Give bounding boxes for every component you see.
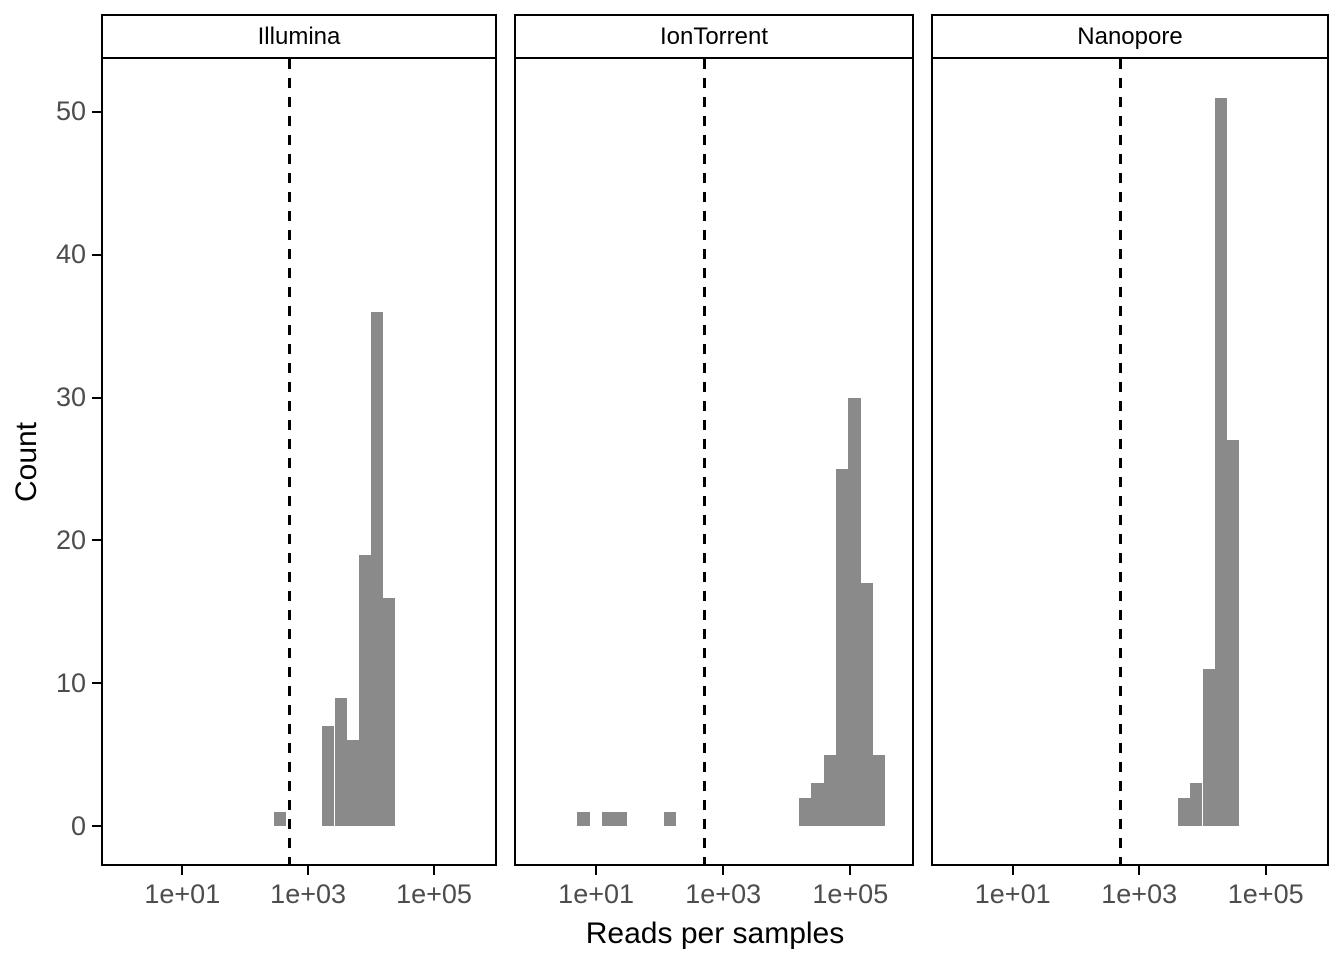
- histogram-bar: [358, 554, 372, 827]
- facet-strip-iontorrent: IonTorrent: [514, 14, 914, 59]
- histogram-bar: [334, 697, 347, 827]
- histogram-bar: [383, 597, 396, 827]
- x-axis-title: Reads per samples: [585, 917, 845, 950]
- facet-strip-label: Illumina: [257, 22, 341, 50]
- x-axis-tick-label: 1e+05: [812, 879, 889, 909]
- panel-illumina: [101, 57, 497, 866]
- facet-strip-nanopore: Nanopore: [931, 14, 1329, 59]
- histogram-bar: [371, 311, 384, 827]
- histogram-bar: [1202, 669, 1215, 827]
- y-axis-tick-label: 40: [55, 239, 86, 270]
- threshold-vline: [1118, 59, 1122, 864]
- y-axis-tick-label: 30: [55, 382, 86, 413]
- histogram-bar: [577, 811, 590, 827]
- histogram-bar: [1214, 97, 1227, 827]
- threshold-vline: [287, 59, 291, 864]
- facet-strip-label: Nanopore: [1077, 22, 1183, 50]
- x-axis-tick-label: 1e+03: [270, 879, 347, 909]
- histogram-bar: [823, 754, 837, 827]
- histogram-bar: [848, 397, 861, 827]
- histogram-bar: [1190, 783, 1203, 827]
- x-axis-tick: [181, 866, 184, 875]
- histogram-bar: [873, 754, 886, 827]
- x-axis-tick: [722, 866, 725, 875]
- histogram-bar: [614, 811, 627, 827]
- x-axis-tick-label: 1e+05: [396, 879, 472, 909]
- y-axis-tick-label: 50: [55, 96, 86, 127]
- y-axis-tick: [92, 396, 101, 399]
- y-axis-tick-label: 10: [55, 667, 86, 698]
- x-axis-tick-label: 1e+03: [685, 879, 762, 909]
- facet-strip-illumina: Illumina: [101, 14, 497, 59]
- panel-iontorrent: [514, 57, 914, 866]
- threshold-vline: [702, 59, 706, 864]
- histogram-bar: [602, 811, 615, 827]
- facet-strip-label: IonTorrent: [659, 22, 769, 50]
- y-axis-tick: [92, 539, 101, 542]
- histogram-bar: [799, 797, 812, 827]
- x-axis-tick: [1264, 866, 1267, 875]
- x-axis-tick-label: 1e+05: [1227, 879, 1304, 909]
- y-axis-tick-label: 20: [55, 524, 86, 555]
- y-axis-tick: [92, 110, 101, 113]
- y-axis-tick: [92, 253, 101, 256]
- y-axis-tick-label: 0: [70, 810, 86, 841]
- x-axis-tick: [849, 866, 852, 875]
- histogram-bar: [836, 469, 849, 827]
- x-axis-tick: [1011, 866, 1014, 875]
- x-axis-tick-label: 1e+01: [558, 879, 635, 909]
- histogram-bar: [663, 811, 676, 827]
- x-axis-tick-label: 1e+03: [1101, 879, 1178, 909]
- histogram-bar: [1177, 797, 1191, 827]
- histogram-bar: [811, 783, 824, 827]
- x-axis-tick: [1138, 866, 1141, 875]
- y-axis-tick: [92, 682, 101, 685]
- histogram-bar: [346, 740, 359, 827]
- x-axis-tick-label: 1e+01: [144, 879, 221, 909]
- x-axis-tick: [595, 866, 598, 875]
- y-axis-title: Count: [10, 421, 43, 503]
- x-axis-tick: [433, 866, 435, 875]
- histogram-bar: [322, 726, 335, 827]
- x-axis-tick-label: 1e+01: [974, 879, 1051, 909]
- histogram-bar: [1227, 440, 1240, 827]
- histogram-bar: [273, 811, 286, 827]
- panel-nanopore: [931, 57, 1329, 866]
- y-axis-tick: [92, 825, 101, 828]
- histogram-bar: [860, 583, 874, 827]
- x-axis-tick: [307, 866, 310, 875]
